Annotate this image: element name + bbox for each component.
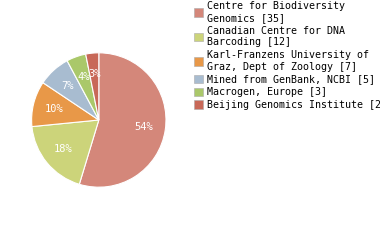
Text: 4%: 4%: [77, 72, 90, 82]
Text: 10%: 10%: [45, 104, 64, 114]
Wedge shape: [67, 54, 99, 120]
Wedge shape: [32, 120, 99, 184]
Legend: Centre for Biodiversity
Genomics [35], Canadian Centre for DNA
Barcoding [12], K: Centre for Biodiversity Genomics [35], C…: [193, 0, 380, 111]
Text: 54%: 54%: [135, 122, 154, 132]
Wedge shape: [86, 53, 99, 120]
Text: 18%: 18%: [54, 144, 73, 154]
Text: 7%: 7%: [62, 81, 74, 91]
Text: 3%: 3%: [88, 69, 101, 79]
Wedge shape: [32, 83, 99, 126]
Wedge shape: [79, 53, 166, 187]
Wedge shape: [43, 61, 99, 120]
